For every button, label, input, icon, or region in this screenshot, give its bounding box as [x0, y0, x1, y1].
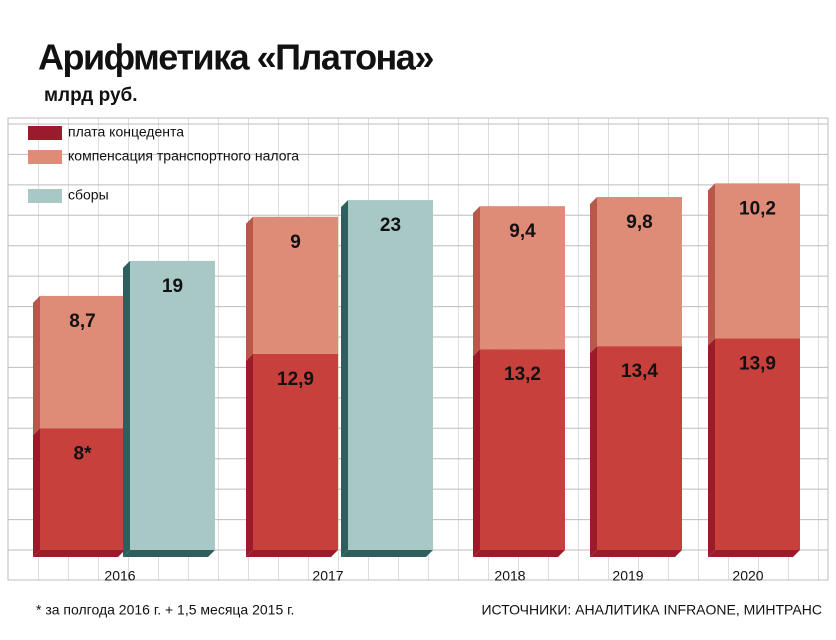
bar-base [123, 550, 215, 557]
bar-side [246, 353, 253, 557]
data-label: 9 [290, 232, 301, 253]
data-label: 13,9 [739, 354, 776, 375]
data-label: 9,8 [626, 212, 652, 233]
source: ИСТОЧНИКИ: АНАЛИТИКА INFRAONE, МИНТРАНС [481, 602, 822, 618]
data-label: 8* [74, 443, 93, 464]
bar [480, 206, 565, 350]
bar-side [708, 183, 715, 346]
bar [130, 260, 215, 550]
plot: 8* 8,7 19 2016 12,9 9 23 2017 13,2 9,4 2018 13,4 9,8… [8, 123, 828, 584]
bar-side [341, 200, 348, 558]
bar-base [33, 550, 125, 557]
bar-base [341, 550, 433, 557]
bar [40, 428, 125, 550]
bar [715, 338, 800, 550]
data-label: 13,4 [621, 361, 658, 382]
data-label: 8,7 [69, 311, 95, 332]
data-label: 12,9 [277, 369, 314, 390]
chart-subtitle: млрд руб. [44, 85, 138, 106]
x-tick-label: 2019 [612, 568, 643, 584]
bar [348, 200, 433, 551]
footer-area [8, 585, 828, 640]
bar [597, 346, 682, 550]
x-tick-label: 2020 [732, 568, 763, 584]
bar-base [590, 550, 682, 557]
bar-base [473, 550, 565, 557]
legend-swatch [28, 150, 62, 164]
data-label: 13,2 [504, 364, 541, 385]
title-area [8, 8, 828, 116]
legend-swatch [28, 126, 62, 140]
data-label: 9,4 [509, 221, 536, 242]
data-label: 23 [380, 215, 401, 236]
x-tick-label: 2017 [312, 568, 343, 584]
bar [715, 183, 800, 339]
legend-label: компенсация транспортного налога [68, 148, 299, 164]
bar-side [473, 206, 480, 357]
legend-label: сборы [68, 187, 109, 203]
chart-title: Арифметика «Платона» [38, 37, 433, 78]
bar [40, 295, 125, 429]
legend-label: плата концедента [68, 124, 184, 140]
bar-side [123, 260, 130, 557]
bar [253, 353, 338, 550]
bar-side [33, 428, 40, 557]
data-label: 19 [162, 276, 183, 297]
bar-side [246, 216, 253, 361]
bar-side [708, 338, 715, 557]
bar-base [708, 550, 800, 557]
x-tick-label: 2018 [494, 568, 525, 584]
plot-frame [7, 117, 829, 581]
footnote: * за полгода 2016 г. + 1,5 месяца 2015 г… [36, 602, 294, 618]
bar-side [590, 346, 597, 557]
bar-side [33, 295, 40, 436]
x-tick-label: 2016 [104, 568, 135, 584]
bar [253, 216, 338, 354]
data-label: 10,2 [739, 198, 776, 219]
bar-side [590, 197, 597, 354]
legend-swatch [28, 189, 62, 203]
bar-side [473, 349, 480, 557]
bar-base [246, 550, 338, 557]
bar [597, 197, 682, 347]
bar [480, 349, 565, 550]
